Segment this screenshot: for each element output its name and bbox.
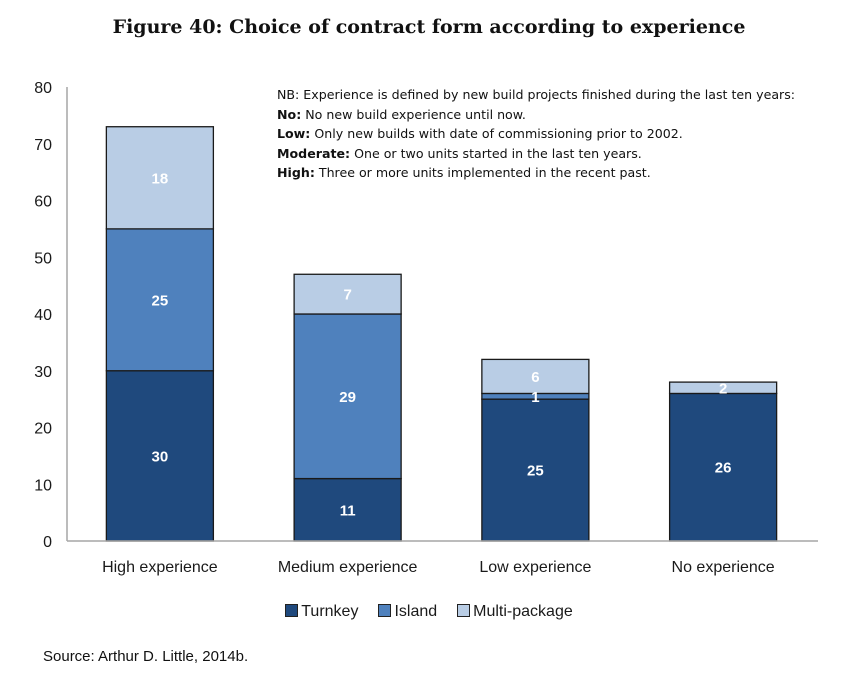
- data-label: 26: [715, 460, 732, 477]
- data-label: 25: [527, 463, 544, 480]
- legend-item-island: Island: [378, 603, 437, 621]
- y-tick-label: 70: [34, 137, 52, 154]
- data-label: 30: [152, 448, 169, 465]
- legend-label: Island: [394, 603, 438, 620]
- legend-item-multi-package: Multi-package: [457, 603, 573, 621]
- note-definition-1: Low: Only new builds with date of commis…: [277, 124, 797, 144]
- bar-segment-multi-package: [481, 358, 590, 395]
- bar-segment-turnkey: [105, 370, 215, 542]
- note-term: High:: [277, 165, 315, 181]
- legend-label: Multi-package: [473, 603, 573, 620]
- note-term: No:: [277, 106, 302, 122]
- bar-segment-island: [105, 228, 215, 372]
- data-label: 1: [531, 389, 539, 406]
- x-category-label: Low experience: [479, 559, 591, 576]
- note-intro: NB: Experience is defined by new build p…: [277, 87, 796, 102]
- x-category-label: Medium experience: [278, 559, 418, 576]
- bar-segment-multi-package: [293, 273, 402, 315]
- y-tick-label: 80: [34, 80, 52, 97]
- legend-swatch: [457, 604, 471, 617]
- data-labels: 30 25 18 11 29 7 25 1 6 26 2: [152, 170, 732, 519]
- data-label: 2: [719, 380, 727, 397]
- note-definition-3: High: Three or more units implemented in…: [277, 163, 797, 183]
- note-definition-0: No: No new build experience until now.: [277, 105, 797, 125]
- note-text: Three or more units implemented in the r…: [314, 165, 651, 181]
- y-tick-label: 10: [34, 477, 52, 494]
- y-axis-ticks: 0 10 20 30 40 50 60 70 80: [34, 80, 52, 551]
- note-term: Moderate:: [277, 145, 351, 161]
- legend-item-turnkey: Turnkey: [285, 603, 358, 621]
- note-definitions: No: No new build experience until now. Lo…: [277, 105, 797, 183]
- bar-segment-multi-package: [668, 381, 778, 395]
- data-label: 29: [339, 389, 356, 406]
- y-tick-label: 20: [34, 421, 52, 438]
- x-category-label: No experience: [672, 559, 775, 576]
- bar-segment-turnkey: [481, 398, 590, 542]
- definition-note: NB: Experience is defined by new build p…: [277, 85, 797, 183]
- data-label: 11: [340, 502, 356, 519]
- x-axis-categories: High experience Medium experience Low expe…: [102, 559, 775, 576]
- note-text: One or two units started in the last ten…: [350, 145, 642, 161]
- note-definition-2: Moderate: One or two units started in th…: [277, 144, 797, 164]
- bar-segment-turnkey: [293, 477, 402, 542]
- data-label: 6: [531, 369, 539, 386]
- note-term: Low:: [277, 126, 311, 142]
- legend-label: Turnkey: [301, 603, 359, 620]
- bar-stacks: [105, 126, 778, 542]
- data-label: 7: [343, 287, 351, 304]
- y-tick-label: 0: [43, 534, 52, 551]
- y-tick-label: 40: [34, 307, 52, 324]
- x-category-label: High experience: [102, 559, 218, 576]
- y-tick-label: 50: [34, 250, 52, 267]
- legend: Turnkey Island Multi-package: [0, 603, 858, 621]
- source-caption: Source: Arthur D. Little, 2014b.: [43, 648, 249, 665]
- note-text: No new build experience until now.: [301, 106, 526, 122]
- bar-segment-turnkey: [668, 392, 778, 542]
- chart-title: Figure 40: Choice of contract form accor…: [112, 16, 746, 38]
- legend-swatch: [285, 604, 299, 617]
- data-label: 18: [152, 170, 169, 187]
- data-label: 25: [152, 292, 169, 309]
- y-tick-label: 30: [34, 364, 52, 381]
- y-tick-label: 60: [34, 194, 52, 211]
- note-text: Only new builds with date of commissioni…: [310, 126, 683, 142]
- bar-segment-multi-package: [105, 126, 215, 230]
- legend-swatch: [378, 604, 392, 617]
